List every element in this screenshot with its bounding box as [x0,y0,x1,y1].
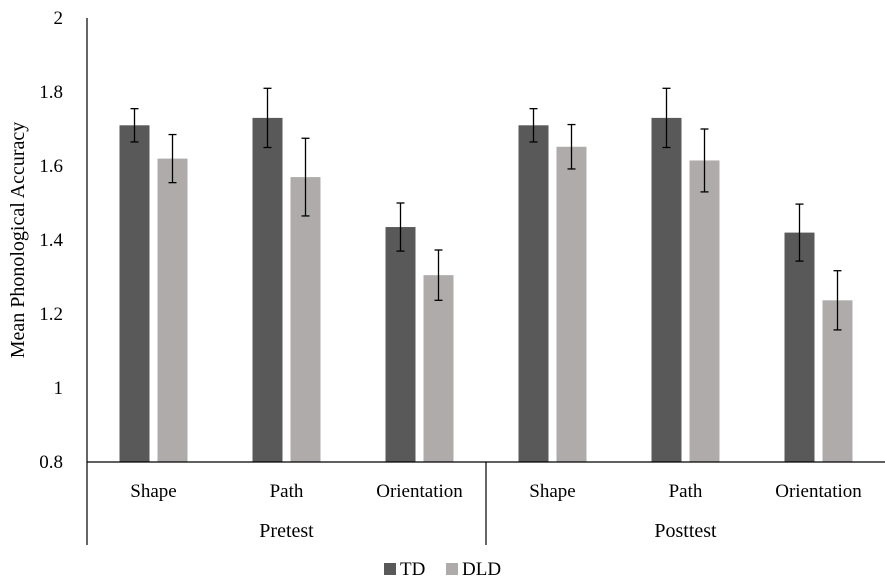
error-bar-dld-0 [168,133,177,184]
x-category-label: Orientation [376,481,463,502]
x-category-label: Shape [130,481,176,502]
x-category-label: Orientation [775,481,862,502]
bar-dld-4 [689,160,720,462]
y-tick-label: 1.8 [39,82,63,103]
bar-td-4 [651,117,682,463]
bar-dld-0 [157,158,188,462]
y-tick-label: 1.4 [39,230,63,251]
error-bar-td-3 [529,108,538,143]
bar-td-5 [784,232,815,462]
x-category-label: Shape [529,481,575,502]
error-bar-td-2 [396,202,405,252]
bar-dld-1 [290,177,321,462]
error-bar-td-4 [662,87,671,149]
error-bars [130,87,842,331]
bars [119,117,853,463]
error-bar-dld-4 [700,128,709,193]
axes [86,18,885,545]
bar-td-2 [385,227,416,462]
y-tick-label: 1.6 [39,156,63,177]
legend-swatch [384,563,396,575]
error-bar-td-1 [263,87,272,149]
bar-td-1 [252,117,283,463]
error-bar-td-5 [795,203,804,262]
x-axis-categories: Shape Path Orientation Shape Path Orientation [130,481,862,502]
legend-item-dld: DLD [446,559,501,580]
error-bar-dld-1 [301,137,310,217]
error-bar-dld-5 [833,270,842,331]
legend: TD DLD [384,559,501,580]
error-bar-td-0 [130,108,139,143]
legend-swatch [446,563,458,575]
legend-label: DLD [462,559,501,580]
y-axis-label: Mean Phonological Accuracy [7,122,29,359]
legend-item-td: TD [384,559,425,580]
bar-dld-3 [556,146,587,462]
bar-td-3 [518,125,549,463]
x-category-label: Path [669,481,703,502]
x-group-label: Pretest [259,520,314,542]
bar-dld-2 [423,275,454,462]
legend-label: TD [400,559,425,580]
error-bar-dld-2 [434,249,443,301]
y-axis-ticks: 0.8 1 1.2 1.4 1.6 1.8 2 [39,8,63,473]
bar-td-0 [119,125,150,463]
error-bar-dld-3 [567,123,576,170]
y-tick-label: 2 [54,8,64,29]
y-tick-label: 1.2 [39,304,63,325]
y-tick-label: 0.8 [39,452,63,473]
y-tick-label: 1 [54,378,64,399]
x-category-label: Path [270,481,304,502]
x-axis-groups: Pretest Posttest [259,520,717,542]
x-group-label: Posttest [654,520,717,542]
